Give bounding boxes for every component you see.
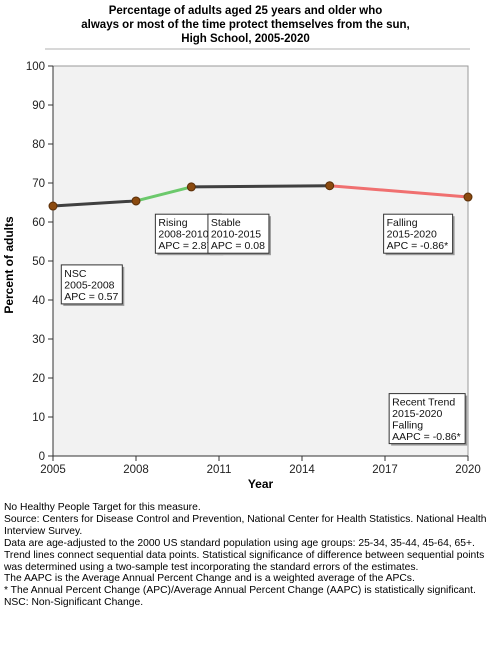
y-tick-label: 70 [32,178,45,190]
y-tick-label: 100 [26,61,45,73]
annotation-line: APC = 0.08 [211,240,265,252]
annotation-line: Rising [158,217,187,229]
x-axis-label: Year [248,477,274,491]
y-tick-label: 30 [32,334,45,346]
plot-area [52,65,469,457]
x-tick-label: 2020 [455,464,481,476]
data-point [463,192,473,202]
footnote: * The Annual Percent Change (APC)/Averag… [4,585,476,597]
x-tick-label: 2014 [289,464,315,476]
footnote: Source: Centers for Disease Control and … [4,513,487,537]
trend-segment [134,185,193,203]
data-point [131,196,141,206]
chart-title-line-1: Percentage of adults aged 25 years and o… [108,5,383,17]
y-axis-label: Percent of adults [2,216,16,314]
annotation-line: Falling [387,217,418,229]
annotation-line: APC = -0.86* [387,240,449,252]
annotation-line: 2015-2020 [387,229,437,241]
footnote: Data are age-adjusted to the 2000 US sta… [4,537,475,549]
data-point [48,201,58,211]
y-axis: 0 10 20 30 40 50 60 70 80 90 100 [26,61,54,463]
annotation-line: NSC [64,268,87,280]
data-points [48,181,473,211]
y-tick-label: 60 [32,217,45,229]
annotation-line: 2010-2015 [211,229,261,241]
data-point [186,182,196,192]
footnote: No Healthy People Target for this measur… [4,502,201,513]
y-tick-label: 90 [32,100,45,112]
y-tick-label: 80 [32,139,45,151]
y-tick-label: 0 [39,451,45,463]
data-point [325,181,335,191]
annotation-line: Stable [211,217,241,229]
x-tick-label: 2008 [123,464,149,476]
x-tick-label: 2011 [207,464,232,476]
x-tick-label: 2005 [40,464,66,476]
chart-title-line-3: High School, 2005-2020 [181,33,310,45]
annotation-line: Recent Trend [392,397,455,409]
annotation-line: Falling [392,420,423,432]
y-tick-label: 20 [32,373,45,385]
trend-segment [189,184,332,189]
y-tick-label: 40 [32,295,45,307]
annotation-line: 2015-2020 [392,408,442,420]
footnote: Trend lines connect sequential data poin… [4,549,485,573]
chart-title-line-2: always or most of the time protect thems… [81,19,410,31]
annotation-line: APC = 0.57 [64,291,118,303]
annotation-line: AAPC = -0.86* [392,431,461,443]
trend-segment [328,184,470,199]
footnote: The AAPC is the Average Annual Percent C… [4,573,415,585]
x-axis: 2005 2008 2011 2014 2017 2020 [40,455,481,476]
trend-segment [51,199,138,208]
annotation-line: 2008-2010 [158,229,208,241]
annotation-line: 2005-2008 [64,279,114,291]
footnotes: No Healthy People Target for this measur… [4,502,490,609]
trend-lines [51,184,470,208]
x-tick-label: 2017 [372,464,398,476]
y-tick-label: 50 [32,256,45,268]
footnote: NSC: Non-Significant Change. [4,597,144,609]
annotation-line: APC = 2.87* [158,240,216,252]
y-tick-label: 10 [32,412,45,424]
